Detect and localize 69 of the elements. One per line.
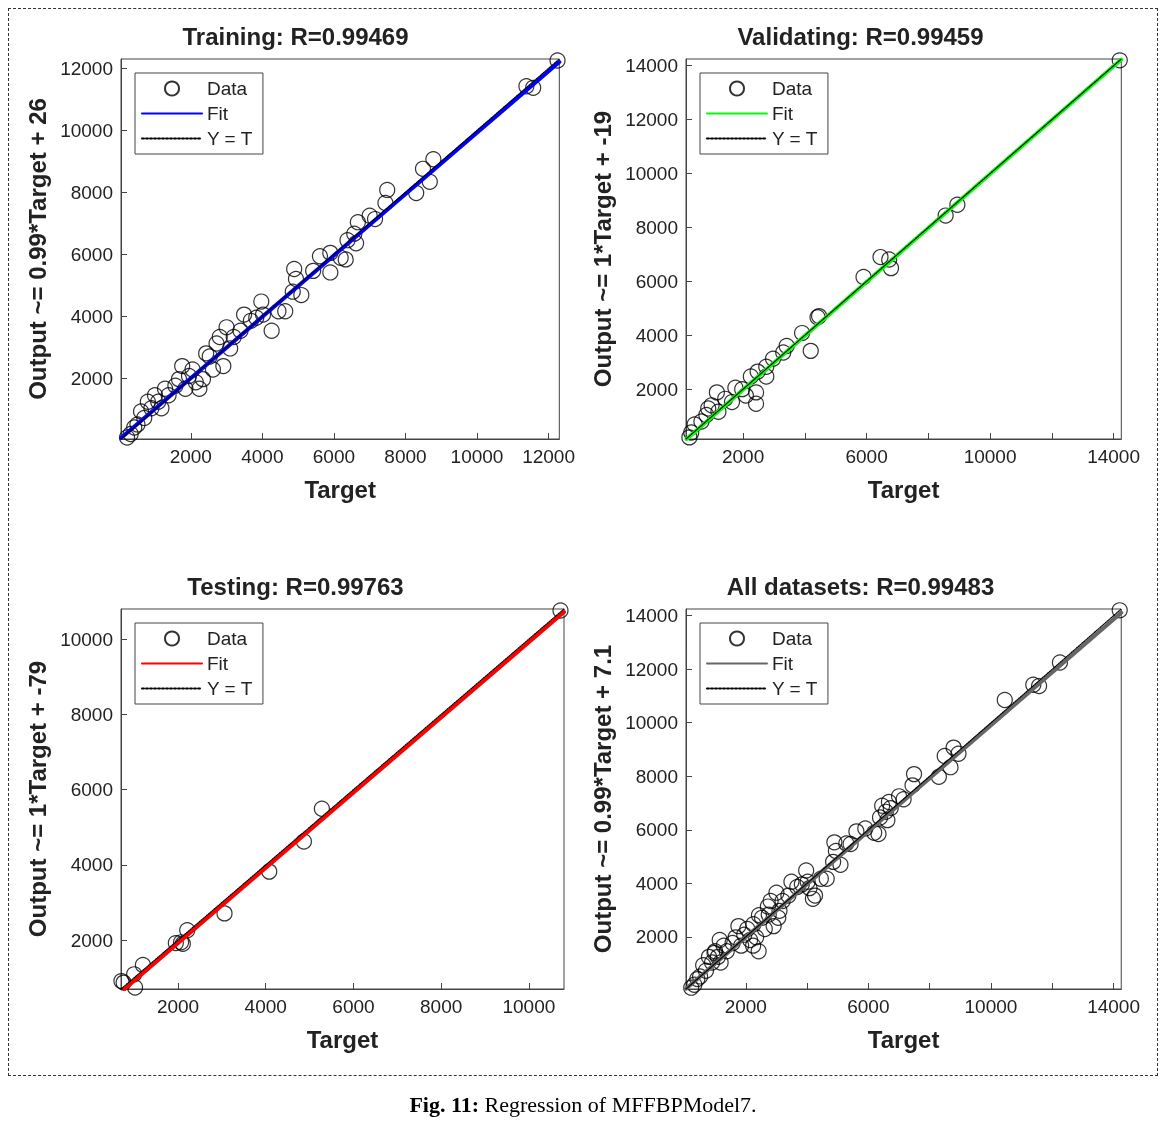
y-tick-label: 2000: [70, 929, 113, 951]
x-tick-label: 2000: [724, 996, 767, 1017]
chart-title: All datasets: R=0.99483: [726, 572, 995, 600]
y-tick-label: 6000: [635, 270, 678, 292]
caption: Fig. 11: Regression of MFFBPModel7.: [408, 1092, 758, 1118]
legend-label: Y = T: [207, 678, 253, 699]
x-tick-label: 14000: [1087, 446, 1140, 467]
x-tick-label: 4000: [241, 446, 284, 467]
legend-label: Y = T: [772, 128, 818, 149]
y-tick-label: 10000: [60, 119, 113, 141]
x-tick-label: 6000: [847, 996, 890, 1017]
y-tick-label: 10000: [60, 628, 113, 650]
chart-title: Testing: R=0.99763: [187, 572, 404, 600]
legend-label: Fit: [772, 653, 794, 674]
x-tick-label: 2000: [156, 996, 200, 1017]
y-tick-label: 8000: [70, 181, 113, 203]
x-tick-label: 10000: [964, 996, 1018, 1017]
x-tick-label: 12000: [522, 446, 575, 467]
legend-label: Data: [207, 628, 248, 649]
y-tick-label: 14000: [625, 55, 678, 77]
x-tick-label: 10000: [963, 446, 1017, 467]
y-axis-title: Output ~= 1*Target + -19: [588, 110, 616, 388]
x-tick-label: 2000: [721, 446, 765, 467]
y-tick-label: 6000: [70, 243, 113, 265]
x-tick-label: 6000: [312, 446, 356, 467]
legend-label: Y = T: [772, 678, 818, 699]
legend-label: Fit: [772, 103, 794, 124]
x-tick-label: 2000: [169, 446, 212, 467]
y-tick-label: 14000: [625, 605, 678, 627]
y-tick-label: 12000: [625, 658, 678, 680]
y-tick-label: 4000: [70, 305, 113, 327]
x-tick-label: 10000: [450, 446, 504, 467]
x-tick-label: 8000: [420, 996, 463, 1017]
y-tick-label: 2000: [70, 368, 113, 390]
x-axis-title: Target: [306, 1025, 379, 1053]
y-tick-label: 10000: [625, 712, 678, 734]
y-tick-label: 4000: [635, 324, 678, 346]
y-tick-label: 8000: [635, 765, 678, 787]
y-tick-label: 8000: [635, 216, 678, 238]
y-tick-label: 10000: [625, 163, 678, 185]
x-axis-title: Target: [867, 475, 940, 503]
y-tick-label: 6000: [635, 819, 678, 841]
y-axis-title: Output ~= 0.99*Target + 7.1: [588, 644, 616, 954]
x-axis-title: Target: [867, 1025, 940, 1053]
legend-label: Fit: [207, 103, 229, 124]
x-tick-label: 14000: [1087, 996, 1140, 1017]
y-tick-label: 4000: [635, 872, 678, 894]
y-tick-label: 12000: [625, 109, 678, 131]
legend-label: Fit: [207, 653, 229, 674]
chart-title: Validating: R=0.99459: [737, 22, 984, 50]
legend-label: Data: [772, 78, 813, 99]
legend-label: Data: [772, 628, 813, 649]
y-axis-title: Output ~= 1*Target + -79: [23, 660, 51, 938]
x-tick-label: 6000: [332, 996, 375, 1017]
x-tick-label: 6000: [845, 446, 888, 467]
y-tick-label: 8000: [70, 703, 113, 725]
y-tick-label: 4000: [70, 854, 113, 876]
x-axis-title: Target: [304, 475, 376, 503]
x-tick-label: 4000: [244, 996, 287, 1017]
y-axis-title: Output ~= 0.99*Target + 26: [23, 98, 51, 400]
y-tick-label: 2000: [635, 926, 678, 948]
x-tick-label: 10000: [502, 996, 556, 1017]
legend-label: Data: [207, 78, 248, 99]
x-tick-label: 8000: [384, 446, 427, 467]
legend-label: Y = T: [207, 128, 253, 149]
y-tick-label: 12000: [60, 57, 113, 79]
y-tick-label: 6000: [70, 779, 113, 801]
chart-title: Training: R=0.99469: [182, 22, 409, 50]
y-tick-label: 2000: [635, 378, 678, 400]
